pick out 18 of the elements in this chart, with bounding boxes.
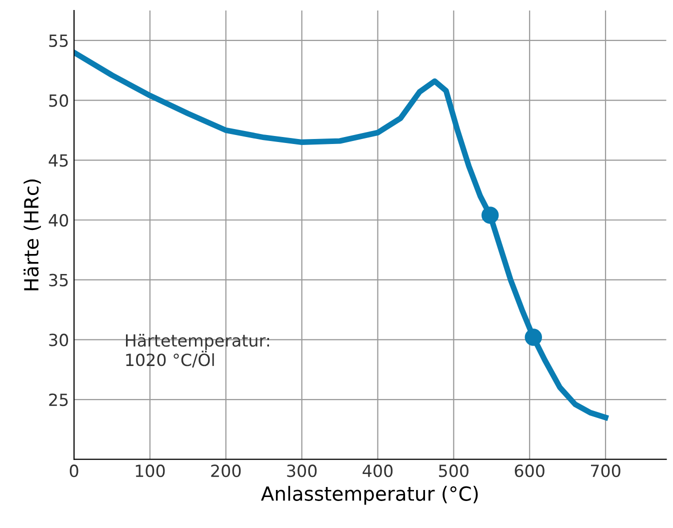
- y-tick-label: 45: [48, 154, 68, 167]
- x-tick-label: 0: [70, 464, 78, 478]
- y-tick-label: 35: [49, 274, 68, 286]
- x-axis-title: Anlasstemperatur (°C): [261, 486, 478, 505]
- x-tick-label: 400: [362, 464, 393, 478]
- y-tick-label: 55: [49, 34, 68, 48]
- x-tick-label: 100: [136, 464, 165, 478]
- y-tick-label: 50: [49, 94, 68, 107]
- x-tick-label: 600: [514, 464, 544, 478]
- x-tick-label: 500: [439, 464, 468, 478]
- x-tick-label: 700: [590, 464, 620, 478]
- annotation: Härtetemperatur: 1020 °C/Öl: [126, 334, 270, 368]
- y-axis-title: Härte (HRc): [24, 179, 41, 290]
- x-tick-label: 300: [287, 464, 317, 478]
- y-tick-label: 25: [49, 393, 68, 406]
- y-tick-label: 40: [48, 214, 68, 227]
- y-tick-label: 30: [49, 334, 68, 346]
- x-tick-label: 200: [211, 464, 241, 478]
